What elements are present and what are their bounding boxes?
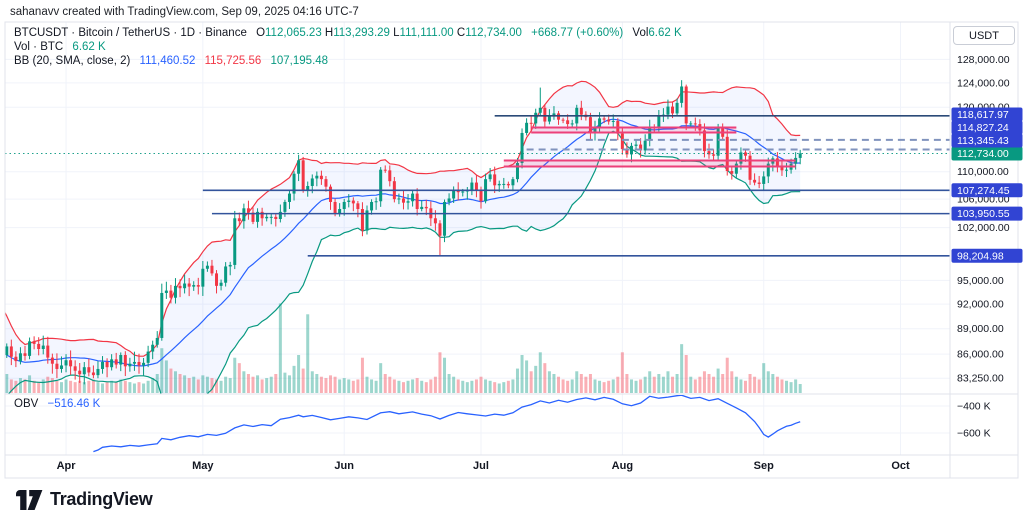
price-tick-label: 128,000.00 — [957, 54, 1010, 66]
price-channel[interactable] — [531, 127, 737, 133]
bb-basis-line — [5, 118, 801, 367]
price-tick-label: 110,000.00 — [957, 166, 1009, 178]
price-tick-label: 83,250.00 — [957, 373, 1004, 385]
bb-fill — [5, 81, 801, 394]
low-value: 111,111.00 — [399, 27, 454, 39]
symbol-title[interactable]: BTCUSDT · Bitcoin / TetherUS · 1D · Bina… — [14, 27, 247, 39]
month-label: Aug — [612, 460, 633, 472]
price-tick-label: 102,000.00 — [957, 222, 1010, 234]
svg-text:114,827.24: 114,827.24 — [957, 122, 1009, 134]
price-tick-label: 124,000.00 — [957, 77, 1010, 89]
svg-text:103,950.55: 103,950.55 — [957, 208, 1010, 220]
volume-value: 6.62 K — [648, 27, 682, 39]
obv-pane[interactable] — [93, 395, 801, 453]
vol-indicator-value: 6.62 K — [72, 41, 106, 53]
bb-indicator-label[interactable]: BB (20, SMA, close, 2) — [14, 55, 131, 67]
svg-text:113,345.43: 113,345.43 — [957, 135, 1009, 147]
month-label: Sep — [754, 460, 774, 472]
change-value: +668.77 (+0.60%) — [531, 27, 624, 39]
close-label: C — [456, 27, 466, 39]
open-value: 112,065.23 — [265, 27, 322, 39]
tradingview-logo-text: TradingView — [50, 489, 153, 509]
tradingview-logo-icon — [16, 489, 43, 510]
bb-upper-band — [5, 80, 801, 357]
svg-text:118,617.97: 118,617.97 — [957, 109, 1009, 121]
svg-text:112,734.00: 112,734.00 — [957, 148, 1009, 160]
candlesticks — [5, 80, 802, 385]
vol-indicator-label[interactable]: Vol · BTC — [14, 41, 64, 53]
open-label: O — [256, 27, 266, 39]
svg-text:98,204.98: 98,204.98 — [957, 250, 1004, 262]
attribution-text: sahanavv created with TradingView.com, S… — [10, 6, 359, 18]
price-tick-label: 86,000.00 — [957, 349, 1004, 361]
tradingview-logo[interactable]: TradingView — [16, 489, 153, 510]
month-label: Apr — [57, 460, 77, 472]
pane-frame — [4, 21, 1019, 479]
price-channel[interactable] — [503, 160, 796, 167]
price-axis-badge[interactable]: 107,274.45 — [951, 183, 1023, 198]
symbol-legend-row[interactable]: BTCUSDT · Bitcoin / TetherUS · 1D · Bina… — [14, 26, 682, 40]
price-axis-badge[interactable]: 113,345.43 — [951, 133, 1023, 148]
obv-tick-label: −600 K — [957, 428, 991, 440]
bb-basis-value: 111,460.52 — [139, 55, 196, 67]
month-label: Jul — [473, 460, 489, 472]
obv-tick-label: −400 K — [957, 401, 991, 413]
price-axis-badge[interactable]: 114,827.24 — [951, 120, 1023, 135]
price-tick-label: 89,000.00 — [957, 323, 1004, 335]
volume-bars — [5, 303, 802, 393]
bb-upper-value: 115,725.56 — [204, 55, 262, 67]
month-label: Oct — [891, 460, 910, 472]
price-axis-badge[interactable]: 103,950.55 — [951, 206, 1023, 221]
price-tick-label: 92,000.00 — [957, 299, 1004, 311]
high-label: H — [324, 27, 334, 39]
price-tick-label: 95,000.00 — [957, 275, 1004, 287]
chart-legend: BTCUSDT · Bitcoin / TetherUS · 1D · Bina… — [14, 26, 682, 68]
main-pane[interactable] — [1, 80, 802, 409]
price-axis-badge[interactable]: 118,617.97 — [951, 107, 1023, 122]
volume-legend-row[interactable]: Vol · BTC 6.62 K — [14, 40, 682, 54]
bb-lower-value: 107,195.48 — [270, 55, 329, 67]
close-value: 112,734.00 — [465, 27, 522, 39]
month-label: Jun — [334, 460, 354, 472]
drawings-layer[interactable] — [202, 114, 950, 257]
volume-label: Vol — [632, 27, 649, 39]
price-axis-badge[interactable]: 112,734.00 — [951, 146, 1023, 161]
obv-line — [93, 395, 801, 453]
price-axis-badge[interactable]: 98,204.98 — [951, 248, 1023, 263]
svg-text:107,274.45: 107,274.45 — [957, 185, 1010, 197]
obv-indicator-value: −516.46 K — [47, 398, 101, 410]
month-label: May — [192, 460, 214, 472]
obv-indicator-label[interactable]: OBV — [14, 398, 39, 410]
bb-lower-band — [7, 130, 801, 394]
low-label: L — [393, 27, 400, 39]
high-value: 113,293.29 — [333, 27, 390, 39]
time-axis[interactable]: Apr May Jun Jul Aug Sep Oct — [57, 460, 910, 472]
price-axis[interactable]: 128,000.00124,000.00120,000.00110,000.00… — [951, 54, 1023, 440]
bb-legend-row[interactable]: BB (20, SMA, close, 2) 111,460.52 115,72… — [14, 54, 682, 68]
obv-legend-row[interactable]: OBV −516.46 K — [14, 398, 100, 410]
currency-unit-button[interactable]: USDT — [953, 26, 1015, 45]
